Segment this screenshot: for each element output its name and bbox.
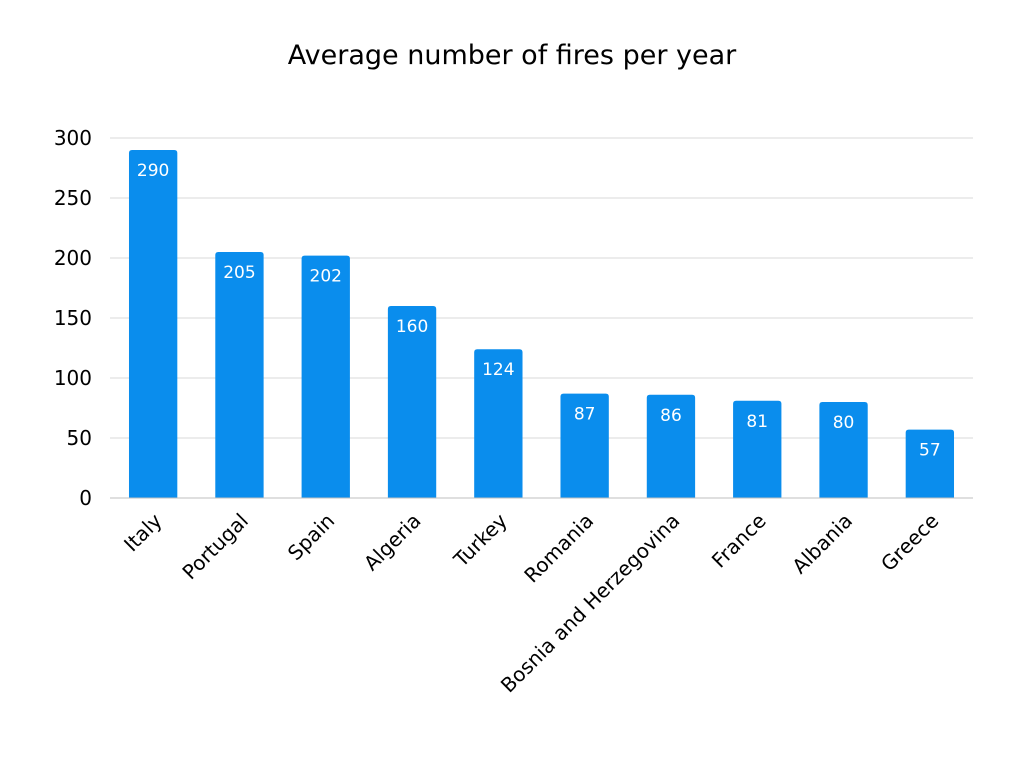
data-label: 80 [833, 413, 855, 433]
data-label: 202 [310, 267, 342, 287]
y-tick-label: 0 [79, 486, 92, 510]
bar [301, 255, 350, 498]
data-label: 87 [574, 405, 596, 425]
data-label: 124 [482, 360, 514, 380]
data-label: 81 [746, 412, 768, 432]
bar [646, 394, 696, 498]
bar [560, 393, 609, 498]
x-tick-label: Albania [787, 509, 857, 579]
y-tick-label: 300 [54, 126, 92, 150]
x-tick-label: Spain [283, 509, 339, 565]
data-labels: 290 205 202 160 124 87 86 81 80 57 [137, 161, 941, 461]
chart-title: Average number of fires per year [287, 40, 737, 71]
y-tick-label: 100 [54, 366, 92, 390]
x-tick-label: Portugal [177, 509, 253, 585]
bar [819, 402, 868, 498]
data-label: 160 [396, 317, 428, 337]
x-tick-label: Bosnia and Herzegovina [496, 509, 685, 698]
y-tick-label: 150 [54, 306, 92, 330]
x-axis-labels: Italy Portugal Spain Algeria Turkey RomaniaBo… [119, 508, 943, 697]
x-tick-label: Greece [876, 509, 943, 576]
bar [387, 306, 437, 498]
bar [905, 429, 955, 498]
bars [128, 150, 955, 498]
bar [733, 400, 782, 498]
data-label: 86 [660, 406, 682, 426]
y-tick-label: 250 [54, 186, 92, 210]
data-label: 57 [919, 441, 941, 461]
data-label: 205 [223, 263, 255, 283]
bar [474, 349, 523, 498]
y-axis-ticks: 0 50 100 150 200 250 300 [54, 126, 92, 510]
y-tick-label: 200 [54, 246, 92, 270]
bar [128, 150, 178, 498]
x-tick-label: France [707, 509, 771, 573]
x-tick-label: Turkey [448, 508, 512, 572]
bar [215, 252, 264, 498]
x-tick-label: Algeria [359, 509, 426, 576]
x-tick-label: Italy [119, 508, 167, 556]
data-label: 290 [137, 161, 169, 181]
y-tick-label: 50 [67, 426, 92, 450]
x-tick-label: Romania [519, 509, 598, 588]
